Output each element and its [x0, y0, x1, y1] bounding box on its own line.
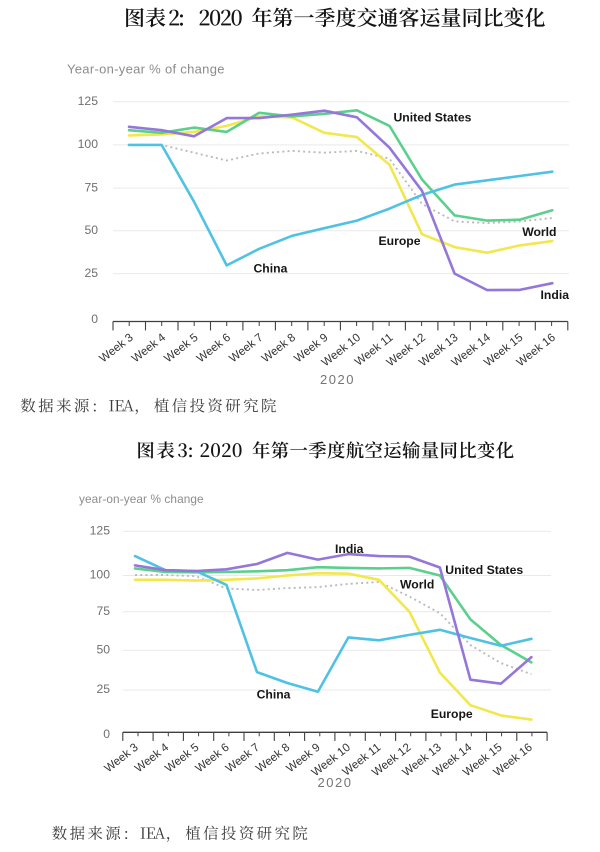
svg-text:100: 100 — [90, 568, 111, 582]
svg-text:2020: 2020 — [318, 775, 353, 790]
svg-text:0: 0 — [91, 312, 98, 326]
svg-text:0: 0 — [103, 727, 110, 741]
svg-text:25: 25 — [84, 266, 98, 280]
svg-text:Week 5: Week 5 — [162, 331, 201, 365]
svg-text:United States: United States — [445, 563, 523, 577]
svg-text:India: India — [335, 542, 364, 556]
svg-text:Week 8: Week 8 — [259, 331, 298, 365]
svg-text:125: 125 — [78, 94, 99, 108]
svg-text:World: World — [522, 225, 556, 239]
svg-text:World: World — [400, 578, 434, 592]
svg-text:United States: United States — [394, 111, 472, 125]
svg-text:2020: 2020 — [320, 372, 355, 387]
svg-text:Europe: Europe — [379, 234, 421, 248]
svg-text:Year-on-year % of change: Year-on-year % of change — [67, 62, 225, 77]
svg-text:100: 100 — [78, 137, 99, 151]
svg-text:India: India — [541, 288, 570, 302]
svg-text:Week 7: Week 7 — [223, 741, 262, 775]
svg-text:50: 50 — [84, 223, 98, 237]
svg-text:Week 3: Week 3 — [102, 741, 141, 775]
svg-text:Week 7: Week 7 — [227, 331, 266, 365]
svg-text:25: 25 — [96, 682, 110, 696]
svg-text:Week 6: Week 6 — [193, 741, 232, 775]
svg-text:China: China — [257, 688, 291, 702]
svg-text:Week 8: Week 8 — [254, 741, 293, 775]
svg-text:Week 3: Week 3 — [97, 331, 136, 365]
svg-text:125: 125 — [90, 524, 111, 538]
svg-text:China: China — [254, 262, 288, 276]
svg-text:year-on-year % change: year-on-year % change — [79, 492, 204, 506]
svg-text:Europe: Europe — [431, 707, 473, 721]
svg-text:Week 4: Week 4 — [129, 331, 168, 366]
svg-text:75: 75 — [84, 180, 98, 194]
svg-text:75: 75 — [96, 604, 110, 618]
svg-text:Week 5: Week 5 — [163, 741, 202, 775]
svg-text:50: 50 — [96, 643, 110, 657]
svg-text:Week 6: Week 6 — [194, 331, 233, 365]
